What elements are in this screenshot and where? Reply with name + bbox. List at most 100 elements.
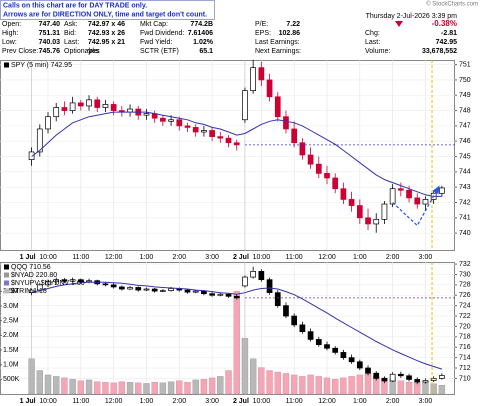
volume-bar — [192, 379, 199, 395]
candle-body — [168, 119, 174, 122]
quote-label: Optionable: — [64, 48, 100, 55]
quote-value: 65.1 — [199, 48, 213, 55]
y-tick-label: 720 — [459, 323, 471, 330]
x-tick-label: 12:00 — [105, 254, 123, 261]
quote-label: Ask: — [64, 21, 78, 28]
volume-bar — [208, 377, 216, 395]
candle-body — [86, 280, 92, 283]
candle-body — [422, 380, 429, 383]
candle-body — [127, 287, 133, 290]
candle-body — [381, 203, 388, 220]
candle-body — [315, 339, 322, 345]
y-tick-label: 747 — [459, 123, 471, 130]
x-tick-label: 10:00 — [253, 398, 271, 405]
x-tick-label: 3:00 — [205, 398, 219, 405]
volume-bar — [36, 370, 43, 395]
volume-bar — [200, 379, 208, 395]
forecast-arrow — [392, 186, 440, 227]
quote-value: 742.95 x 21 — [88, 39, 125, 46]
candle-body — [340, 352, 347, 358]
candle-body — [381, 378, 388, 382]
volume-bar — [331, 379, 339, 395]
volume-tick-label: 1.0M — [3, 362, 19, 369]
quote-value: 7.22 — [286, 21, 300, 28]
candle-body — [348, 357, 355, 363]
x-tick-label: 1:00 — [353, 398, 367, 405]
quote-label: Volume: — [365, 48, 390, 55]
x-tick-label: 11:00 — [286, 254, 303, 261]
y-tick-label: 714 — [459, 354, 471, 361]
candle-body — [102, 283, 109, 286]
volume-bar — [323, 377, 331, 395]
candle-body — [291, 128, 298, 144]
candle-body — [397, 373, 404, 377]
candle-body — [143, 113, 150, 116]
volume-bar — [53, 376, 60, 395]
quote-value: 742.97 x 46 — [88, 21, 125, 28]
candle-body — [389, 373, 396, 382]
volume-bar — [110, 382, 117, 395]
candle-body — [266, 79, 273, 98]
candle-body — [151, 288, 158, 292]
volume-bar — [102, 382, 109, 395]
candle-body — [332, 347, 339, 353]
candle-body — [414, 197, 421, 205]
candle-body — [414, 379, 421, 383]
legend-swatch — [4, 272, 9, 278]
y-tick-label: 741 — [459, 215, 471, 222]
quote-value: 33,678,552 — [422, 48, 457, 55]
volume-bar — [159, 382, 167, 395]
candle-body — [135, 287, 142, 291]
candle-body — [324, 344, 330, 349]
candle-body — [233, 295, 240, 299]
candle-body — [36, 128, 43, 153]
x-tick-label: 11:00 — [286, 398, 303, 405]
x-tick-label: 12:00 — [105, 398, 123, 405]
y-tick-label: 746 — [459, 138, 471, 145]
volume-bar — [414, 382, 421, 395]
notice-box — [0, 0, 215, 20]
x-tick-label: 10:00 — [253, 254, 271, 261]
volume-bar — [176, 380, 183, 395]
legend-label: $TRIN 1.18 — [11, 288, 47, 295]
quote-value: 751.31 — [39, 30, 61, 37]
volume-bar — [299, 376, 306, 395]
volume-bar — [430, 383, 437, 395]
candle-body — [160, 290, 166, 292]
candle-body — [69, 102, 76, 111]
volume-bar — [143, 383, 150, 395]
quote-label: Low: — [2, 39, 17, 46]
volume-bar — [356, 374, 364, 395]
legend-label: $NYUPV:$NYDNV 1.00 — [11, 280, 85, 287]
volume-tick-label: 3.5M — [3, 288, 19, 295]
candle-body — [86, 99, 92, 107]
volume-bar — [135, 382, 142, 395]
quote-value: 7.61406 — [188, 30, 213, 37]
candle-body — [168, 288, 174, 291]
date: Thursday 2-Jul-2026 3:39 pm — [366, 13, 458, 20]
quote-value: 742.93 x 26 — [88, 30, 125, 37]
candle-body — [143, 288, 150, 291]
candle-body — [201, 290, 207, 295]
candle-body — [274, 292, 281, 307]
y-tick-label: 730 — [459, 271, 471, 278]
volume-bar — [69, 379, 76, 395]
y-tick-label: 712 — [459, 365, 471, 372]
candle-body — [373, 372, 380, 379]
candle-body — [110, 284, 117, 288]
candle-body — [291, 315, 298, 326]
y-tick-label: 732 — [459, 261, 471, 268]
candle-body — [160, 117, 166, 122]
x-tick-label: 10:00 — [39, 254, 57, 261]
quote-value: yes — [88, 48, 100, 55]
y-tick-label: 743 — [459, 184, 471, 191]
candle-body — [258, 67, 265, 81]
y-tick-label: 750 — [459, 77, 471, 84]
quote-value: 745.76 — [39, 48, 61, 55]
quote-value: 102.86 — [279, 30, 301, 37]
x-tick-label: 11:00 — [72, 254, 89, 261]
quote-label: Fwd Dividend: — [140, 30, 184, 37]
candle-body — [365, 217, 371, 225]
candle-body — [233, 142, 240, 146]
